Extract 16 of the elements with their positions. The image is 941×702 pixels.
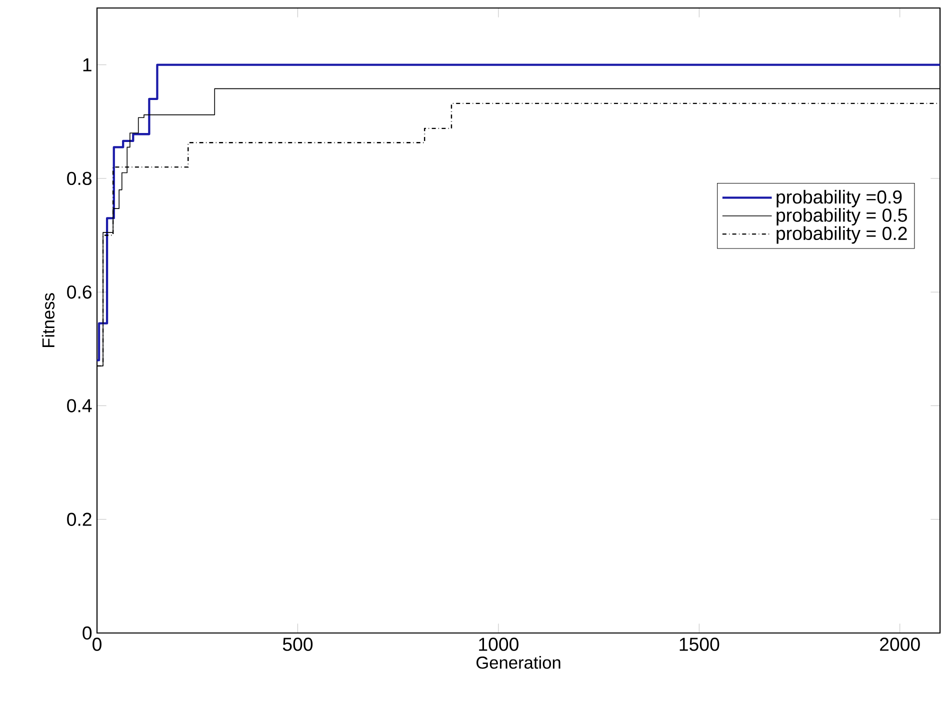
y-axis-title: Fitness xyxy=(42,293,55,347)
y-tick-label: 0.2 xyxy=(67,512,92,526)
x-tick-label: 500 xyxy=(282,638,313,651)
legend-label: probability =0.9 xyxy=(776,190,902,208)
x-tick-label: 1500 xyxy=(680,638,720,651)
x-tick-label: 1000 xyxy=(479,638,518,651)
y-tick-label: 0 xyxy=(82,626,92,640)
y-tick-label: 1 xyxy=(83,58,92,72)
y-tick-label: 0.8 xyxy=(67,172,92,186)
x-tick-label: 2000 xyxy=(880,638,920,651)
x-axis-title: Generation xyxy=(476,656,560,669)
legend-label: probability = 0.2 xyxy=(776,226,907,244)
x-tick-label: 0 xyxy=(92,638,102,651)
legend-label: probability = 0.5 xyxy=(776,208,907,226)
y-tick-label: 0.4 xyxy=(67,399,92,412)
y-tick-label: 0.6 xyxy=(67,285,92,299)
